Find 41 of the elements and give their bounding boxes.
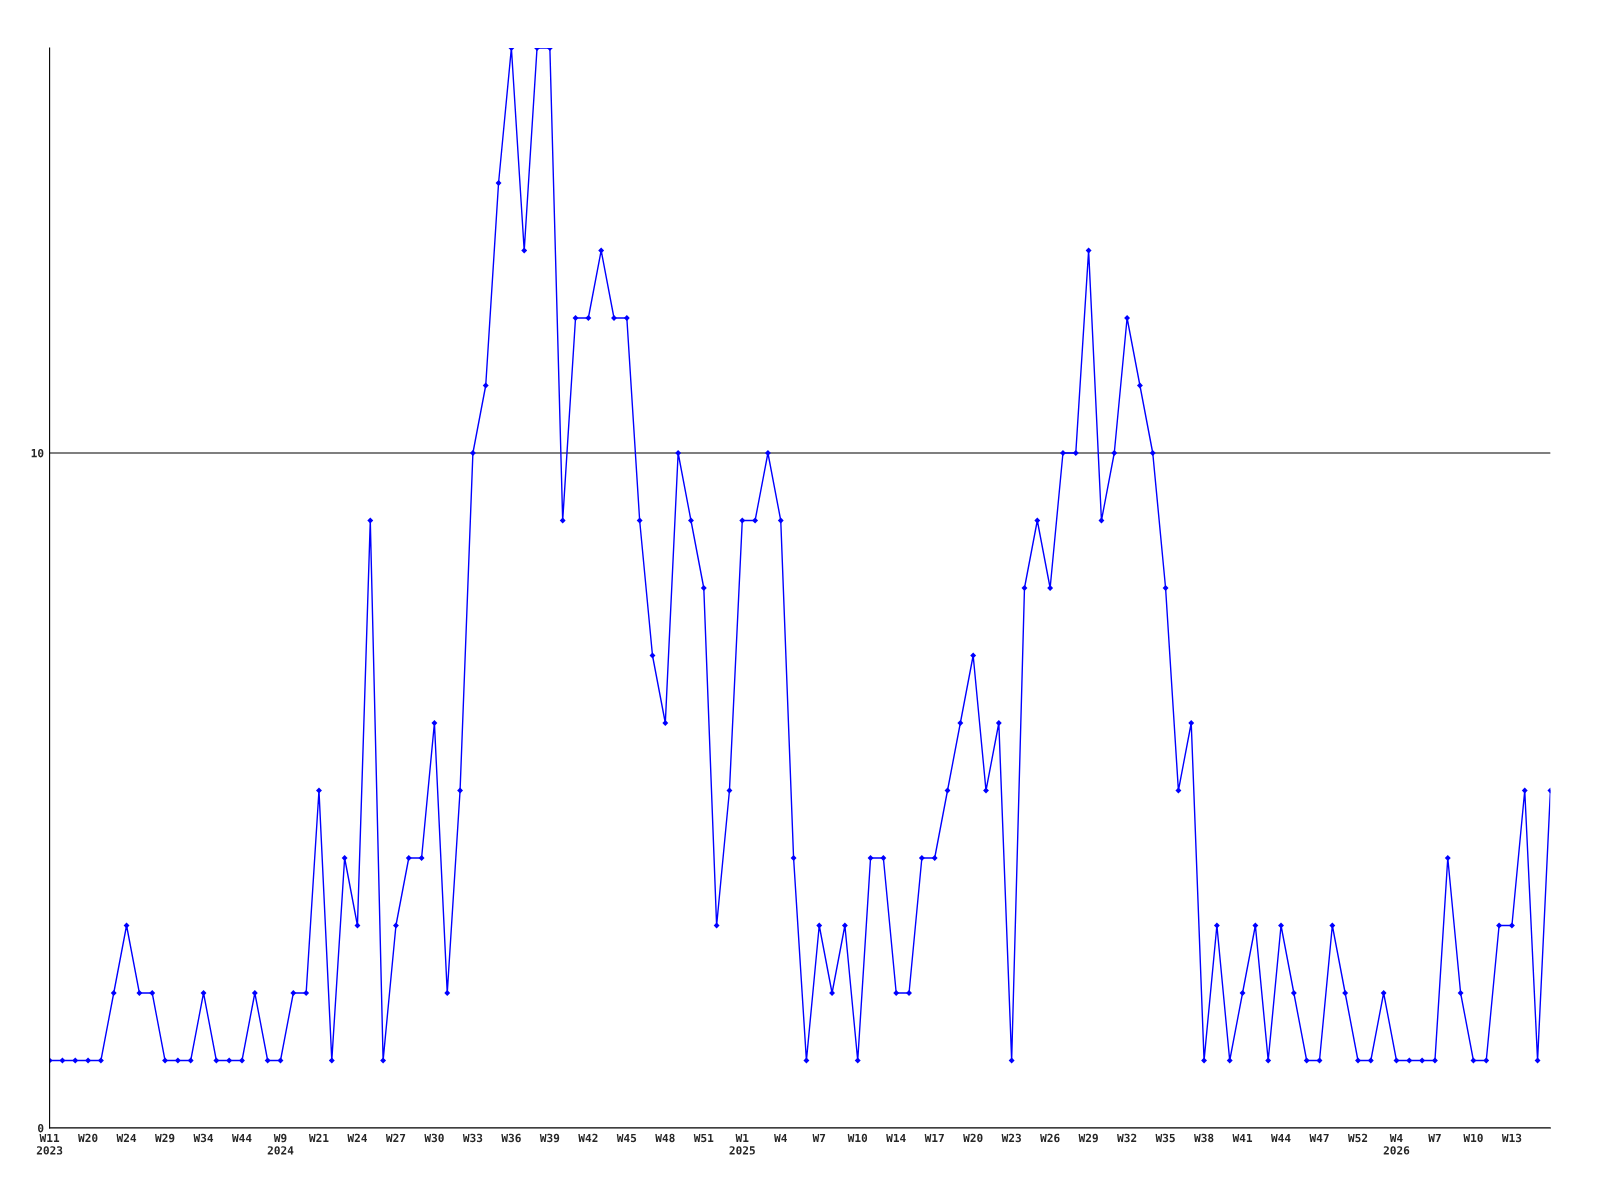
x-tick-label: W26 <box>1040 1133 1060 1143</box>
x-tick-label: W7 <box>1428 1133 1441 1142</box>
x-tick-label: W34 <box>193 1133 214 1143</box>
x-tick-label: W38 <box>1194 1133 1214 1143</box>
x-tick-label: W51 <box>693 1133 714 1143</box>
x-tick-label: W17 <box>924 1133 944 1142</box>
x-tick-label: W4 <box>774 1133 787 1142</box>
x-tick-label: W45 <box>616 1133 637 1143</box>
x-tick-label: W11 2023 <box>36 1133 63 1155</box>
x-tick-label: W10 <box>847 1133 868 1143</box>
x-tick-label: W42 <box>578 1133 598 1142</box>
x-tick-label: W21 <box>308 1133 329 1142</box>
x-tick-label: W13 <box>1501 1133 1522 1143</box>
x-tick-label: W24 <box>116 1133 137 1142</box>
x-tick-label: W7 <box>812 1133 826 1142</box>
x-tick-label: W23 <box>1001 1133 1021 1143</box>
x-tick-label: W29 <box>1078 1133 1098 1143</box>
x-tick-label: W20 <box>78 1133 98 1143</box>
x-tick-label: W24 <box>347 1133 367 1142</box>
x-tick-label: W52 <box>1347 1133 1368 1143</box>
x-tick-label: W33 <box>462 1133 483 1143</box>
y-tick-label: 0 <box>38 1123 44 1133</box>
x-tick-label: W47 <box>1309 1133 1329 1142</box>
x-tick-label: W35 <box>1155 1133 1175 1143</box>
x-tick-label: W44 <box>231 1133 252 1142</box>
x-tick-label: W1 2025 <box>729 1133 755 1155</box>
x-tick-label: W27 <box>385 1133 406 1142</box>
x-tick-label: W10 <box>1463 1133 1483 1143</box>
x-tick-label: W48 <box>655 1133 675 1143</box>
x-tick-label: W20 <box>963 1133 983 1143</box>
y-tick-label: 10 <box>31 448 44 458</box>
x-tick-label: W39 <box>539 1133 560 1143</box>
x-tick-label: W9 2024 <box>267 1133 294 1155</box>
x-tick-label: W41 <box>1232 1133 1253 1142</box>
x-tick-label: W36 <box>501 1133 521 1143</box>
x-tick-label: W30 <box>424 1133 444 1143</box>
x-tick-label: W44 <box>1270 1133 1291 1142</box>
x-tick-label: W29 <box>155 1133 175 1143</box>
x-tick-label: W14 <box>886 1133 906 1142</box>
x-tick-label: W4 2026 <box>1383 1133 1410 1155</box>
x-tick-label: W32 <box>1117 1133 1137 1143</box>
